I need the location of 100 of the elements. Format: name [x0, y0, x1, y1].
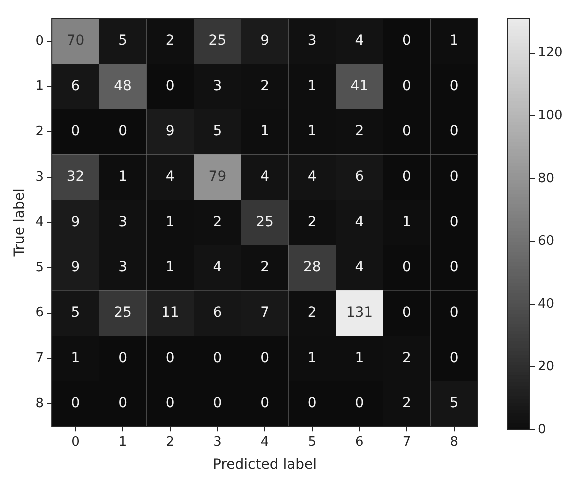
data-label: 2 [260, 78, 270, 94]
data-label: 5 [213, 124, 222, 140]
data-label: 2 [355, 124, 364, 140]
data-label: 1 [260, 124, 270, 140]
data-label: 25 [114, 304, 132, 321]
data-label: 3 [118, 214, 128, 230]
data-label: 0 [450, 169, 459, 186]
color-bar-label: 40 [538, 296, 555, 312]
data-label: 0 [166, 78, 175, 94]
data-label: 1 [118, 169, 128, 186]
y-tick-label: 8 [36, 396, 44, 412]
data-label: 0 [166, 396, 175, 412]
data-label: 1 [450, 33, 459, 50]
data-label: 0 [260, 350, 270, 366]
data-label: 1 [308, 350, 317, 366]
x-tick-label: 0 [72, 434, 80, 450]
x-tick-label: 5 [308, 434, 316, 450]
data-label: 0 [213, 396, 222, 412]
data-label: 0 [355, 396, 364, 412]
data-label: 3 [213, 78, 222, 94]
data-label: 25 [256, 214, 274, 230]
y-tick-label: 0 [36, 34, 44, 49]
data-label: 9 [71, 260, 80, 276]
data-label: 0 [450, 78, 459, 94]
color-bar-label: 20 [538, 360, 555, 375]
y-tick-label: 3 [36, 170, 44, 185]
data-label: 2 [308, 304, 317, 321]
data-label: 1 [71, 350, 80, 366]
data-label: 4 [213, 260, 222, 276]
data-label: 0 [450, 214, 459, 230]
data-label: 1 [355, 350, 364, 366]
data-label: 2 [260, 260, 270, 276]
data-label: 32 [66, 169, 85, 186]
data-label: 9 [166, 124, 175, 140]
data-label: 1 [308, 78, 317, 94]
data-label: 28 [303, 260, 322, 276]
x-tick-label: 8 [450, 434, 458, 450]
data-label: 5 [71, 304, 80, 321]
y-tick-label: 7 [36, 351, 44, 366]
data-label: 0 [71, 124, 80, 140]
y-tick-label: 5 [36, 260, 44, 276]
color-bar-label: 0 [538, 422, 546, 438]
data-label: 0 [308, 396, 317, 412]
data-label: 9 [71, 214, 80, 230]
data-label: 4 [260, 169, 270, 186]
data-label: 2 [213, 214, 222, 230]
color-bar-label: 120 [538, 46, 563, 61]
data-label: 79 [208, 169, 227, 186]
data-label: 1 [308, 124, 317, 140]
data-label: 41 [350, 78, 369, 94]
data-label: 0 [402, 304, 412, 321]
data-label: 3 [118, 260, 128, 276]
y-tick-label: 6 [36, 306, 44, 321]
data-label: 0 [402, 260, 412, 276]
data-label: 1 [166, 214, 175, 230]
data-label: 0 [213, 350, 222, 366]
data-label: 4 [355, 260, 364, 276]
data-label: 0 [402, 169, 412, 186]
data-label: 7 [260, 304, 270, 321]
x-tick-label: 6 [356, 434, 364, 450]
data-label: 48 [114, 78, 132, 94]
x-tick-label: 4 [260, 434, 270, 450]
data-label: 4 [166, 169, 175, 186]
data-label: 0 [450, 304, 459, 321]
data-label: 0 [260, 396, 270, 412]
data-label: 6 [71, 78, 80, 94]
data-label: 6 [213, 304, 222, 321]
data-label: 0 [450, 260, 459, 276]
color-bar-label: 100 [538, 108, 563, 124]
color-bar-label: 60 [538, 234, 555, 250]
y-axis-title: True label [12, 188, 28, 258]
y-tick-label: 4 [36, 215, 44, 230]
data-label: 2 [166, 33, 175, 50]
data-label: 131 [346, 304, 374, 321]
data-label: 0 [118, 350, 128, 366]
data-label: 0 [118, 396, 128, 412]
data-label: 0 [450, 124, 459, 140]
data-label: 70 [66, 33, 85, 50]
data-label: 0 [450, 350, 459, 366]
data-label: 2 [308, 214, 317, 230]
data-label: 4 [308, 169, 317, 186]
data-label: 4 [355, 33, 364, 50]
data-label: 0 [402, 33, 412, 50]
data-label: 1 [402, 214, 412, 230]
data-label: 0 [402, 78, 412, 94]
data-label: 0 [166, 350, 175, 366]
data-label: 4 [355, 214, 364, 230]
x-axis-title: Predicted label [213, 457, 318, 474]
data-label: 11 [161, 304, 180, 321]
x-tick-label: 7 [402, 434, 412, 450]
data-label: 6 [355, 169, 364, 186]
data-label: 25 [208, 33, 227, 50]
data-label: 2 [402, 396, 412, 412]
y-tick-label: 1 [36, 79, 44, 94]
data-label: 2 [402, 350, 412, 366]
x-tick-label: 2 [166, 434, 175, 450]
data-label: 0 [71, 396, 80, 412]
data-label: 0 [402, 124, 412, 140]
data-label: 0 [118, 124, 128, 140]
data-label: 9 [260, 33, 270, 50]
